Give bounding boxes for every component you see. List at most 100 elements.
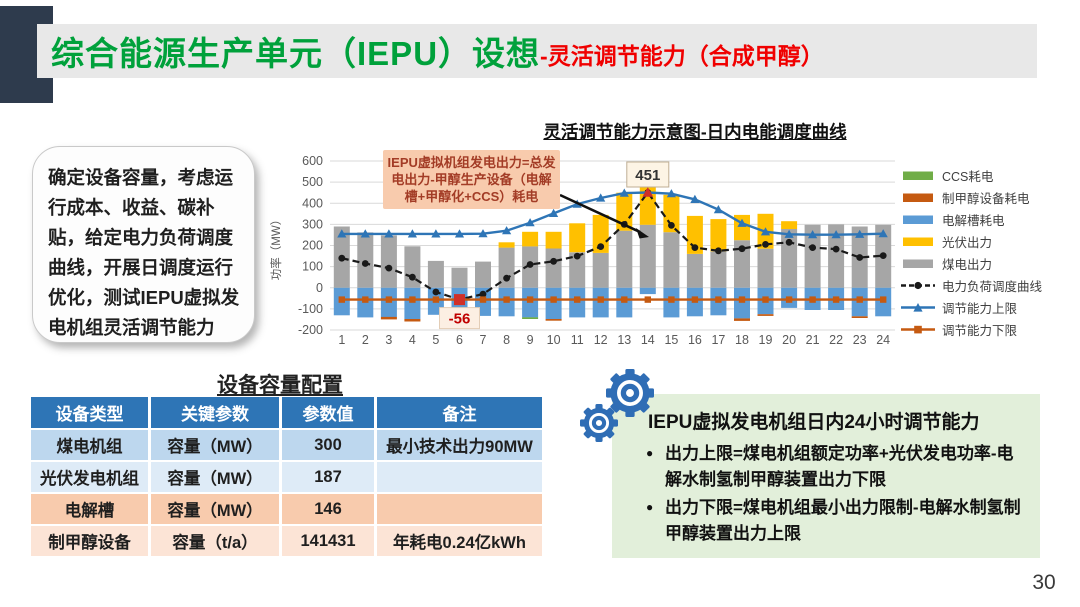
legend-swatch (903, 171, 933, 180)
svg-text:100: 100 (302, 260, 323, 274)
svg-text:4: 4 (409, 333, 416, 347)
svg-text:17: 17 (711, 333, 725, 347)
svg-text:10: 10 (547, 333, 561, 347)
legend-swatch (903, 193, 933, 202)
svg-text:19: 19 (759, 333, 773, 347)
chart-callout: IEPU虚拟机组发电出力=总发电出力-甲醇生产设备（电解槽+甲醇化+CCS）耗电 (383, 150, 560, 210)
legend-label: 光伏出力 (942, 235, 993, 250)
legend-swatch (901, 281, 935, 289)
table-header-cell: 参数值 (282, 397, 374, 428)
left-note: 确定设备容量，考虑运行成本、收益、碳补贴，给定电力负荷调度曲线，开展日调度运行优… (32, 146, 255, 343)
svg-text:2: 2 (362, 333, 369, 347)
left-note-text: 确定设备容量，考虑运行成本、收益、碳补贴，给定电力负荷调度曲线，开展日调度运行优… (48, 167, 240, 338)
legend-item: 光伏出力 (901, 233, 1042, 250)
table-cell: 141431 (282, 526, 374, 556)
svg-text:600: 600 (302, 154, 323, 168)
table-row: 煤电机组 容量（MW） 300 最小技术出力90MW (31, 430, 542, 460)
table-cell: 制甲醇设备 (31, 526, 148, 556)
table-cell (377, 494, 542, 524)
panel-bullet: 出力上限=煤电机组额定功率+光伏发电功率-电解水制氢制甲醇装置出力下限 (646, 441, 1026, 492)
svg-text:14: 14 (641, 333, 655, 347)
table-row: 光伏发电机组 容量（MW） 187 (31, 462, 542, 492)
table-header-row: 设备类型 关键参数 参数值 备注 (31, 397, 542, 428)
legend-item: CCS耗电 (901, 167, 1042, 184)
table-cell (377, 462, 542, 492)
table-cell: 光伏发电机组 (31, 462, 148, 492)
svg-text:15: 15 (664, 333, 678, 347)
gears-icon (580, 369, 654, 442)
chart-legend: CCS耗电制甲醇设备耗电 电解槽耗电光伏出力煤电出力电力负荷调度曲线 调节能力上限调… (901, 167, 1043, 338)
svg-text:功率（MW）: 功率（MW） (269, 214, 283, 280)
svg-text:8: 8 (503, 333, 510, 347)
legend-item: 煤电出力 (901, 255, 1042, 272)
legend-item: 电解槽耗电 (901, 211, 1042, 228)
svg-text:22: 22 (829, 333, 843, 347)
svg-text:12: 12 (594, 333, 608, 347)
svg-text:1: 1 (338, 333, 345, 347)
svg-text:300: 300 (302, 217, 323, 231)
svg-text:24: 24 (876, 333, 890, 347)
svg-text:9: 9 (527, 333, 534, 347)
legend-swatch (901, 325, 935, 333)
table-cell: 容量（MW） (151, 494, 279, 524)
table-cell: 年耗电0.24亿kWh (377, 526, 542, 556)
legend-swatch (901, 302, 935, 312)
table-cell: 电解槽 (31, 494, 148, 524)
table-cell: 187 (282, 462, 374, 492)
page-title: 综合能源生产单元（IEPU）设想 (51, 35, 541, 72)
table-title: 设备容量配置 (217, 374, 343, 397)
svg-text:23: 23 (853, 333, 867, 347)
table-row: 电解槽 容量（MW） 146 (31, 494, 542, 524)
chart-title: 灵活调节能力示意图-日内电能调度曲线 (543, 122, 847, 142)
legend-item: 调节能力上限 (901, 299, 1042, 316)
legend-label: 制甲醇设备耗电 (942, 191, 1030, 206)
table-cell: 容量（t/a） (151, 526, 279, 556)
page-number: 30 (1032, 571, 1056, 594)
legend-swatch (903, 237, 933, 246)
table-cell: 煤电机组 (31, 430, 148, 460)
svg-text:18: 18 (735, 333, 749, 347)
svg-text:11: 11 (571, 333, 584, 347)
table-header-cell: 备注 (377, 397, 542, 428)
panel-bullet: 出力下限=煤电机组最小出力限制-电解水制氢制甲醇装置出力上限 (646, 495, 1026, 546)
svg-text:0: 0 (316, 281, 323, 295)
svg-text:21: 21 (806, 333, 820, 347)
legend-label: 煤电出力 (942, 257, 993, 272)
svg-text:20: 20 (782, 333, 796, 347)
svg-text:-200: -200 (298, 323, 323, 337)
legend-item: 调节能力下限 (901, 321, 1042, 338)
table-cell: 容量（MW） (151, 462, 279, 492)
table-cell: 容量（MW） (151, 430, 279, 460)
svg-text:400: 400 (302, 196, 323, 210)
panel-bullet-list: 出力上限=煤电机组额定功率+光伏发电功率-电解水制氢制甲醇装置出力下限出力下限=… (646, 441, 1026, 546)
legend-label: CCS耗电 (942, 169, 994, 184)
svg-text:6: 6 (456, 333, 463, 347)
capacity-table: 设备类型 关键参数 参数值 备注 煤电机组 容量（MW） 300 最小技术出力90MW 光伏发… (28, 395, 545, 558)
svg-text:3: 3 (385, 333, 392, 347)
table-cell: 146 (282, 494, 374, 524)
svg-text:500: 500 (302, 175, 323, 189)
header-band: 综合能源生产单元（IEPU）设想 -灵活调节能力（合成甲醇） (37, 24, 1037, 78)
svg-text:451: 451 (635, 167, 660, 184)
table-header-cell: 设备类型 (31, 397, 148, 428)
table-cell: 最小技术出力90MW (377, 430, 542, 460)
svg-text:5: 5 (432, 333, 439, 347)
legend-label: 调节能力上限 (942, 301, 1018, 316)
table-row: 制甲醇设备 容量（t/a） 141431 年耗电0.24亿kWh (31, 526, 542, 556)
svg-text:200: 200 (302, 239, 323, 253)
legend-item: 电力负荷调度曲线 (901, 277, 1043, 294)
regulation-panel: IEPU虚拟发电机组日内24小时调节能力 出力上限=煤电机组额定功率+光伏发电功… (612, 394, 1040, 558)
svg-text:7: 7 (480, 333, 487, 347)
panel-title: IEPU虚拟发电机组日内24小时调节能力 (648, 412, 980, 433)
legend-label: 电解槽耗电 (942, 213, 1005, 228)
svg-text:16: 16 (688, 333, 702, 347)
legend-swatch (903, 215, 933, 224)
table-cell: 300 (282, 430, 374, 460)
svg-text:-100: -100 (298, 302, 323, 316)
svg-text:13: 13 (617, 333, 631, 347)
legend-swatch (903, 259, 933, 268)
legend-label: 调节能力下限 (942, 323, 1018, 338)
legend-label: 电力负荷调度曲线 (942, 279, 1043, 294)
